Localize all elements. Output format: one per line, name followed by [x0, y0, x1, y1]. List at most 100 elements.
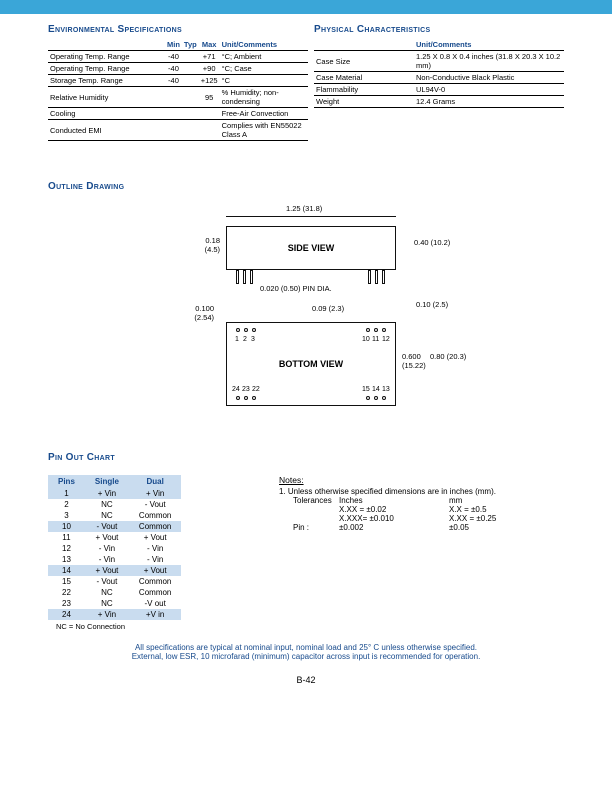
phys-char-col: Physical Characteristics Unit/Comments C…	[314, 24, 564, 141]
pin-graphic	[368, 270, 371, 284]
pin-num: 3	[251, 336, 255, 343]
pin-num: 1	[235, 336, 239, 343]
pin-circle	[382, 396, 386, 400]
table-row: 10- VoutCommon	[48, 521, 181, 532]
notes-title: Notes:	[279, 475, 564, 485]
pin-section: Pins Single Dual 1+ Vin+ Vin 2NC- Vout 3…	[48, 475, 564, 631]
table-head: Min Typ Max Unit/Comments	[48, 39, 308, 51]
pin-circle	[236, 328, 240, 332]
pin-num: 24	[232, 386, 240, 393]
side-view-box: SIDE VIEW	[226, 226, 396, 270]
pin-graphic	[382, 270, 385, 284]
dim-line	[226, 216, 396, 217]
dim-height: 0.40 (10.2)	[414, 238, 450, 247]
table-row: 22NCCommon	[48, 587, 181, 598]
pin-chart-title: Pin Out Chart	[48, 452, 564, 463]
pin-num: 10	[362, 336, 370, 343]
nc-note: NC = No Connection	[56, 622, 219, 631]
bottom-view-label: BOTTOM VIEW	[279, 359, 343, 369]
col-single: Single	[85, 475, 129, 488]
env-spec-table: Min Typ Max Unit/Comments Operating Temp…	[48, 39, 308, 141]
col-uc: Unit/Comments	[414, 39, 564, 51]
pin-num: 23	[242, 386, 250, 393]
page-number: B-42	[48, 675, 564, 685]
dim-gap: 0.09 (2.3)	[312, 304, 344, 313]
table-row: 15- VoutCommon	[48, 576, 181, 587]
pin-circle	[244, 328, 248, 332]
pin-circle	[382, 328, 386, 332]
table-row: Case Size1.25 X 0.8 X 0.4 inches (31.8 X…	[314, 51, 564, 72]
notes-col: Notes: 1. Unless otherwise specified dim…	[279, 475, 564, 631]
footer-notes: All specifications are typical at nomina…	[48, 643, 564, 661]
table-row: 23NC-V out	[48, 598, 181, 609]
page-content: Environmental Specifications Min Typ Max…	[0, 14, 612, 685]
col-min: Min	[165, 39, 182, 51]
pin-circle	[366, 328, 370, 332]
pin-num: 13	[382, 386, 390, 393]
pin-num: 12	[382, 336, 390, 343]
pin-num: 11	[372, 336, 379, 343]
pin-circle	[244, 396, 248, 400]
table-row: 2NC- Vout	[48, 499, 181, 510]
tol-head: Tolerances Inches mm	[279, 496, 564, 505]
pin-graphic	[236, 270, 239, 284]
table-row: Storage Temp. Range-40+125°C	[48, 75, 308, 87]
table-row: Conducted EMIComplies with EN55022 Class…	[48, 120, 308, 141]
footer-line: External, low ESR, 10 microfarad (minimu…	[48, 652, 564, 661]
table-row: Weight12.4 Grams	[314, 96, 564, 108]
pin-graphic	[243, 270, 246, 284]
table-row: Operating Temp. Range-40+71°C; Ambient	[48, 51, 308, 63]
phys-char-title: Physical Characteristics	[314, 24, 564, 35]
outline-section: Outline Drawing 1.25 (31.8) SIDE VIEW 0.…	[48, 181, 564, 444]
bottom-view-box: BOTTOM VIEW	[226, 322, 396, 406]
env-spec-title: Environmental Specifications	[48, 24, 308, 35]
table-row: 3NCCommon	[48, 510, 181, 521]
top-tables-row: Environmental Specifications Min Typ Max…	[48, 24, 564, 141]
dim-edge: 0.600 (15.22)	[402, 352, 428, 370]
tol-row: X.XXX= ±0.010 X.XX = ±0.25	[279, 514, 564, 523]
dim-top: 0.10 (2.5)	[416, 300, 448, 309]
dim-ledge: 0.18 (4.5)	[192, 236, 220, 254]
outline-drawing: 1.25 (31.8) SIDE VIEW 0.18 (4.5) 0.40 (1…	[136, 204, 476, 444]
pin-circle	[252, 396, 256, 400]
pin-num: 15	[362, 386, 370, 393]
col-dual: Dual	[129, 475, 181, 488]
table-row: Relative Humidity95% Humidity; non-conde…	[48, 87, 308, 108]
table-row: 13- Vin- Vin	[48, 554, 181, 565]
table-row: 11+ Vout+ Vout	[48, 532, 181, 543]
tol-row: X.XX = ±0.02 X.X = ±0.5	[279, 505, 564, 514]
side-view-label: SIDE VIEW	[288, 243, 335, 253]
table-row: Case MaterialNon-Conductive Black Plasti…	[314, 72, 564, 84]
phys-char-table: Unit/Comments Case Size1.25 X 0.8 X 0.4 …	[314, 39, 564, 108]
col-uc: Unit/Comments	[220, 39, 308, 51]
table-row: CoolingFree-Air Convection	[48, 108, 308, 120]
tol-row: Pin : ±0.002 ±0.05	[279, 523, 564, 532]
table-head: Unit/Comments	[314, 39, 564, 51]
col-pins: Pins	[48, 475, 85, 488]
col-typ: Typ	[182, 39, 199, 51]
dim-pindia: 0.020 (0.50) PIN DIA.	[260, 284, 332, 293]
pin-num: 2	[243, 336, 247, 343]
dim-width: 1.25 (31.8)	[286, 204, 322, 213]
table-head: Pins Single Dual	[48, 475, 181, 488]
pin-table: Pins Single Dual 1+ Vin+ Vin 2NC- Vout 3…	[48, 475, 181, 620]
pin-graphic	[375, 270, 378, 284]
outline-title: Outline Drawing	[48, 181, 564, 192]
dim-pitch: 0.100 (2.54)	[174, 304, 214, 322]
pin-num: 22	[252, 386, 260, 393]
pin-circle	[252, 328, 256, 332]
table-row: 1+ Vin+ Vin	[48, 488, 181, 499]
pin-circle	[366, 396, 370, 400]
footer-line: All specifications are typical at nomina…	[48, 643, 564, 652]
col-max: Max	[199, 39, 220, 51]
note-line: 1. Unless otherwise specified dimensions…	[279, 487, 564, 496]
dim-depth: 0.80 (20.3)	[430, 352, 466, 361]
top-bar	[0, 0, 612, 14]
table-row: Operating Temp. Range-40+90°C; Case	[48, 63, 308, 75]
pin-circle	[374, 396, 378, 400]
notes-body: 1. Unless otherwise specified dimensions…	[279, 487, 564, 532]
pin-circle	[374, 328, 378, 332]
pin-circle	[236, 396, 240, 400]
table-row: 12- Vin- Vin	[48, 543, 181, 554]
pin-graphic	[250, 270, 253, 284]
